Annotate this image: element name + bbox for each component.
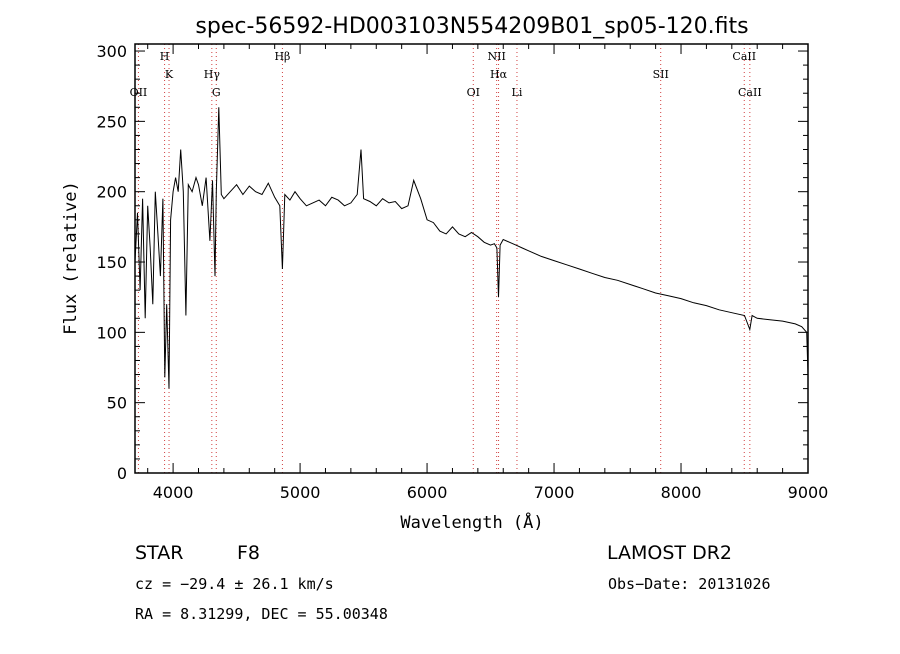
plot-frame: [134, 43, 809, 474]
y-tick-label: 200: [96, 183, 127, 202]
x-tick-label: 7000: [534, 483, 575, 502]
y-axis-label: Flux (relative): [61, 181, 81, 335]
spectral-line-label: Hα: [490, 68, 508, 81]
object-subclass: F8: [237, 542, 260, 564]
spectral-line-label: NII: [487, 50, 505, 63]
x-tick-label: 5000: [280, 483, 321, 502]
y-tick-label: 250: [96, 112, 127, 131]
y-tick-label: 300: [96, 42, 127, 61]
observation-date: Obs−Date: 20131026: [608, 575, 771, 593]
chart-title: spec-56592-HD003103N554209B01_sp05-120.f…: [195, 14, 748, 39]
spectral-line-label: OII: [130, 86, 148, 99]
x-axis-ticks: 4000 5000 6000 7000 8000 9000: [147, 44, 829, 502]
spectral-line-label: H: [160, 50, 170, 63]
spectral-line-markers: [137, 44, 751, 473]
spectral-line-label: OI: [467, 86, 480, 99]
spectral-line-label: SII: [653, 68, 669, 81]
spectral-line-label: G: [212, 86, 221, 99]
x-tick-label: 4000: [153, 483, 194, 502]
spectral-line-label: CaII: [738, 86, 762, 99]
x-tick-label: 6000: [407, 483, 448, 502]
y-axis-ticks: 0 50 100 150 200 250 300: [96, 42, 808, 483]
coordinates: RA = 8.31299, DEC = 55.00348: [135, 605, 388, 623]
redshift-cz: cz = −29.4 ± 26.1 km/s: [135, 575, 334, 593]
y-tick-label: 0: [117, 464, 127, 483]
spectral-line-label: K: [165, 68, 174, 81]
y-tick-label: 150: [96, 253, 127, 272]
object-class: STAR: [135, 542, 183, 564]
spectral-line-labels: OII HK Hγ G Hβ OI NII Hα Li SII CaII CaII: [130, 50, 762, 99]
survey-name: LAMOST DR2: [607, 542, 732, 564]
x-axis-label: Wavelength (Å): [400, 511, 543, 533]
y-tick-label: 50: [107, 394, 127, 413]
spectral-line-label: CaII: [732, 50, 756, 63]
x-tick-label: 9000: [788, 483, 829, 502]
spectral-line-label: Hγ: [204, 68, 221, 81]
spectral-line-label: Li: [512, 86, 523, 99]
spectral-line-label: Hβ: [274, 50, 290, 63]
x-tick-label: 8000: [661, 483, 702, 502]
y-tick-label: 100: [96, 323, 127, 342]
spectrum-series-line: [134, 107, 809, 389]
